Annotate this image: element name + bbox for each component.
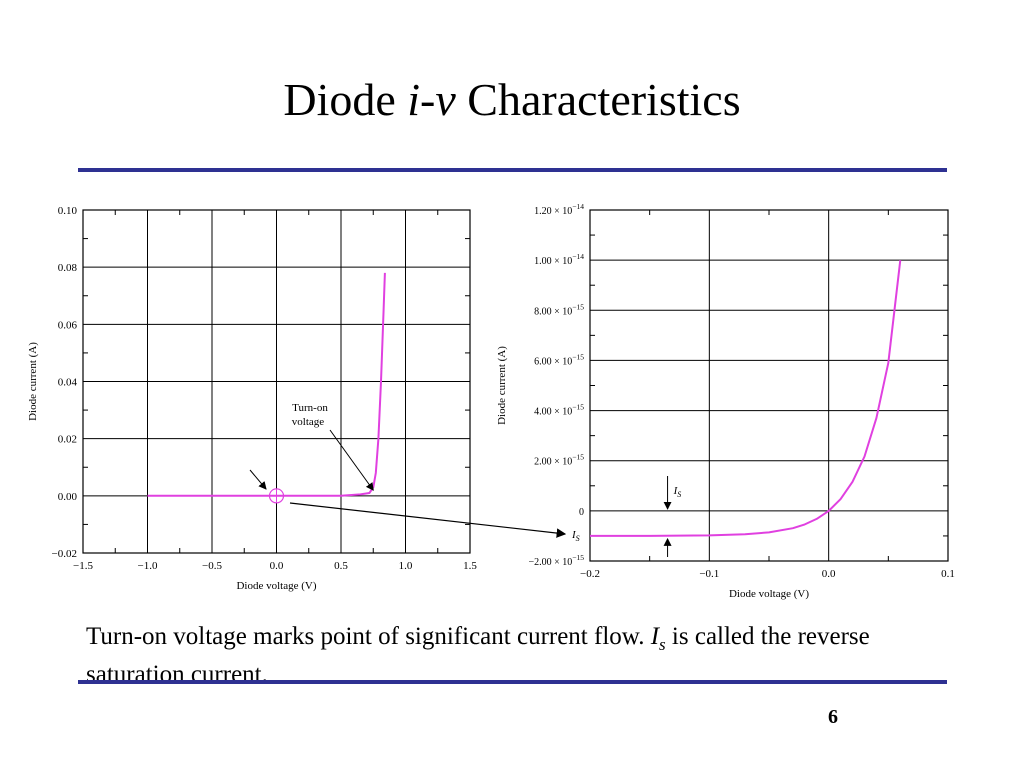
is-label-gap: IS <box>673 485 682 499</box>
bottom-divider <box>78 680 947 684</box>
y-tick-label: 0.00 <box>58 491 78 503</box>
y-tick-label: 4.00 × 10−15 <box>534 403 584 418</box>
is-label-gap-subscript: S <box>677 490 681 499</box>
y-tick-exponent: −15 <box>572 403 584 412</box>
caption-part1: Turn-on voltage marks point of significa… <box>86 623 651 650</box>
y-tick-exponent: −15 <box>572 553 584 562</box>
y-tick-label: 0.02 <box>58 434 77 446</box>
origin-pointer-arrow <box>249 469 267 490</box>
y-tick-label: 6.00 × 10−15 <box>534 352 584 367</box>
is-label-axis: IS <box>571 529 580 543</box>
x-tick-label: 0.5 <box>334 560 348 572</box>
title-post: Characteristics <box>455 74 741 125</box>
y-tick-label: 2.00 × 10−15 <box>534 453 584 468</box>
caption-is-main: I <box>650 623 660 650</box>
y-tick-exponent: −14 <box>572 202 584 211</box>
plot-frame <box>589 209 949 562</box>
is-label-axis-subscript: S <box>576 534 580 543</box>
x-tick-label: −0.2 <box>580 568 600 580</box>
x-tick-label: 1.5 <box>463 560 477 572</box>
chart-2: −0.2 −0.1 0.0 0.1 −2.00 × 10−15 0 2.00 × 10−15… <box>496 202 955 600</box>
y-tick-label: 0.10 <box>58 205 78 217</box>
caption-is-sub: s <box>659 635 666 654</box>
y-tick-label: −2.00 × 10−15 <box>528 553 584 568</box>
x-tick-label: −0.5 <box>202 560 222 572</box>
y-tick-label: 0.04 <box>58 377 78 389</box>
title-pre: Diode <box>283 74 408 125</box>
y-tick-exponent: −15 <box>572 302 584 311</box>
page-number: 6 <box>828 706 838 728</box>
turn-on-label-line2: voltage <box>292 416 324 428</box>
x-axis-label: Diode voltage (V) <box>729 588 809 600</box>
y-tick-exponent: −15 <box>572 352 584 361</box>
top-divider <box>78 168 947 172</box>
y-tick-label: 0 <box>579 507 584 518</box>
x-tick-label: 0.0 <box>270 560 284 572</box>
series-line <box>590 259 902 537</box>
y-tick-exponent: −15 <box>572 453 584 462</box>
y-axis-label: Diode current (A) <box>27 342 39 421</box>
y-tick-exponent: −14 <box>572 252 584 261</box>
y-tick-label: 0.08 <box>58 262 78 274</box>
title-italic: i-v <box>407 74 456 125</box>
turn-on-arrow <box>329 429 374 491</box>
y-tick-label: 1.20 × 10−14 <box>534 202 584 217</box>
x-tick-label: 0.0 <box>822 568 836 580</box>
x-tick-label: 0.1 <box>941 568 955 580</box>
series-line <box>147 272 386 497</box>
y-tick-label: 1.00 × 10−14 <box>534 252 584 267</box>
connector-arrow <box>289 502 567 538</box>
y-tick-label: 0.06 <box>58 319 78 331</box>
chart-1: −1.5 −1.0 −0.5 0.0 0.5 1.0 1.5 −0.02 0.00 0.02 0.0… <box>27 205 477 592</box>
slide-title: Diode i-v Characteristics <box>0 72 1024 128</box>
y-tick-label: −0.02 <box>52 548 77 560</box>
y-axis-label: Diode current (A) <box>496 346 508 425</box>
annotation-overlay <box>249 429 672 557</box>
x-tick-label: −1.0 <box>138 560 158 572</box>
x-tick-label: 1.0 <box>399 560 413 572</box>
x-tick-label: −0.1 <box>699 568 719 580</box>
turn-on-label-line1: Turn-on <box>292 402 328 414</box>
x-axis-label: Diode voltage (V) <box>236 580 316 592</box>
y-tick-label: 8.00 × 10−15 <box>534 302 584 317</box>
x-tick-label: −1.5 <box>73 560 93 572</box>
